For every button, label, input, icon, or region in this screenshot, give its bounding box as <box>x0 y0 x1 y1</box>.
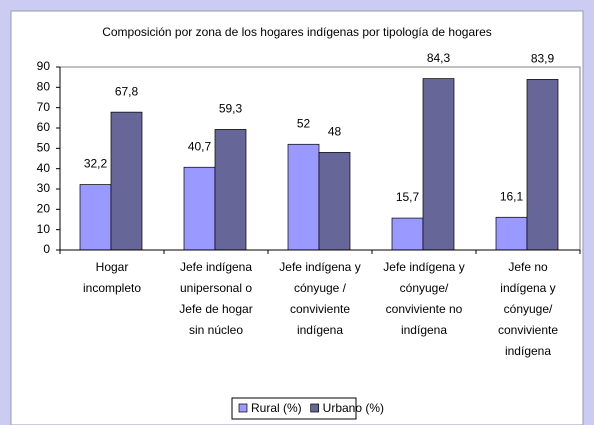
bar <box>318 152 351 251</box>
y-tick-label: 80 <box>37 80 51 94</box>
x-tick-label: Jefe indígena y cónyuge/conviviente no ind… <box>383 260 464 337</box>
bar <box>79 184 112 251</box>
value-label: 16,1 <box>500 189 524 203</box>
y-tick-label: 0 <box>43 242 50 256</box>
legend-swatch <box>310 403 320 413</box>
x-tick-label: Jefe indígena y cónyuge / conviviente indíg… <box>279 260 360 337</box>
value-label: 84,3 <box>427 51 451 65</box>
y-tick-label: 10 <box>37 222 51 236</box>
x-tick-label: Hogar incompleto <box>83 260 141 295</box>
bar <box>422 78 455 251</box>
value-label: 15,7 <box>396 190 420 204</box>
legend <box>231 397 357 420</box>
y-tick-label: 40 <box>37 161 51 175</box>
value-label: 48 <box>328 125 342 139</box>
y-tick-label: 90 <box>37 59 51 73</box>
x-tick-label: Jefe no indígena y cónyuge/conviviente indí… <box>498 260 558 358</box>
legend-label: Rural (%) <box>251 401 302 415</box>
y-tick-label: 70 <box>37 100 51 114</box>
y-tick-label: 30 <box>37 181 51 195</box>
value-label: 59,3 <box>219 102 243 116</box>
y-tick-label: 60 <box>37 120 51 134</box>
value-label: 32,2 <box>84 157 108 171</box>
value-label: 67,8 <box>115 84 139 98</box>
bar <box>110 111 143 251</box>
bar <box>183 166 216 251</box>
y-tick-label: 50 <box>37 141 51 155</box>
bar <box>495 216 528 251</box>
bar <box>214 129 247 251</box>
value-label: 40,7 <box>188 139 212 153</box>
bar <box>391 217 424 251</box>
value-label: 83,9 <box>531 52 555 66</box>
value-label: 52 <box>297 116 311 130</box>
bar <box>526 79 559 251</box>
y-tick-label: 20 <box>37 202 51 216</box>
bar <box>287 143 320 251</box>
legend-label: Urbano (%) <box>323 401 384 415</box>
legend-swatch <box>238 403 248 413</box>
x-tick-label: Jefe indígena unipersonal o Jefe de hogar s… <box>179 260 252 337</box>
chart-title: Composición por zona de los hogares indí… <box>102 25 492 39</box>
